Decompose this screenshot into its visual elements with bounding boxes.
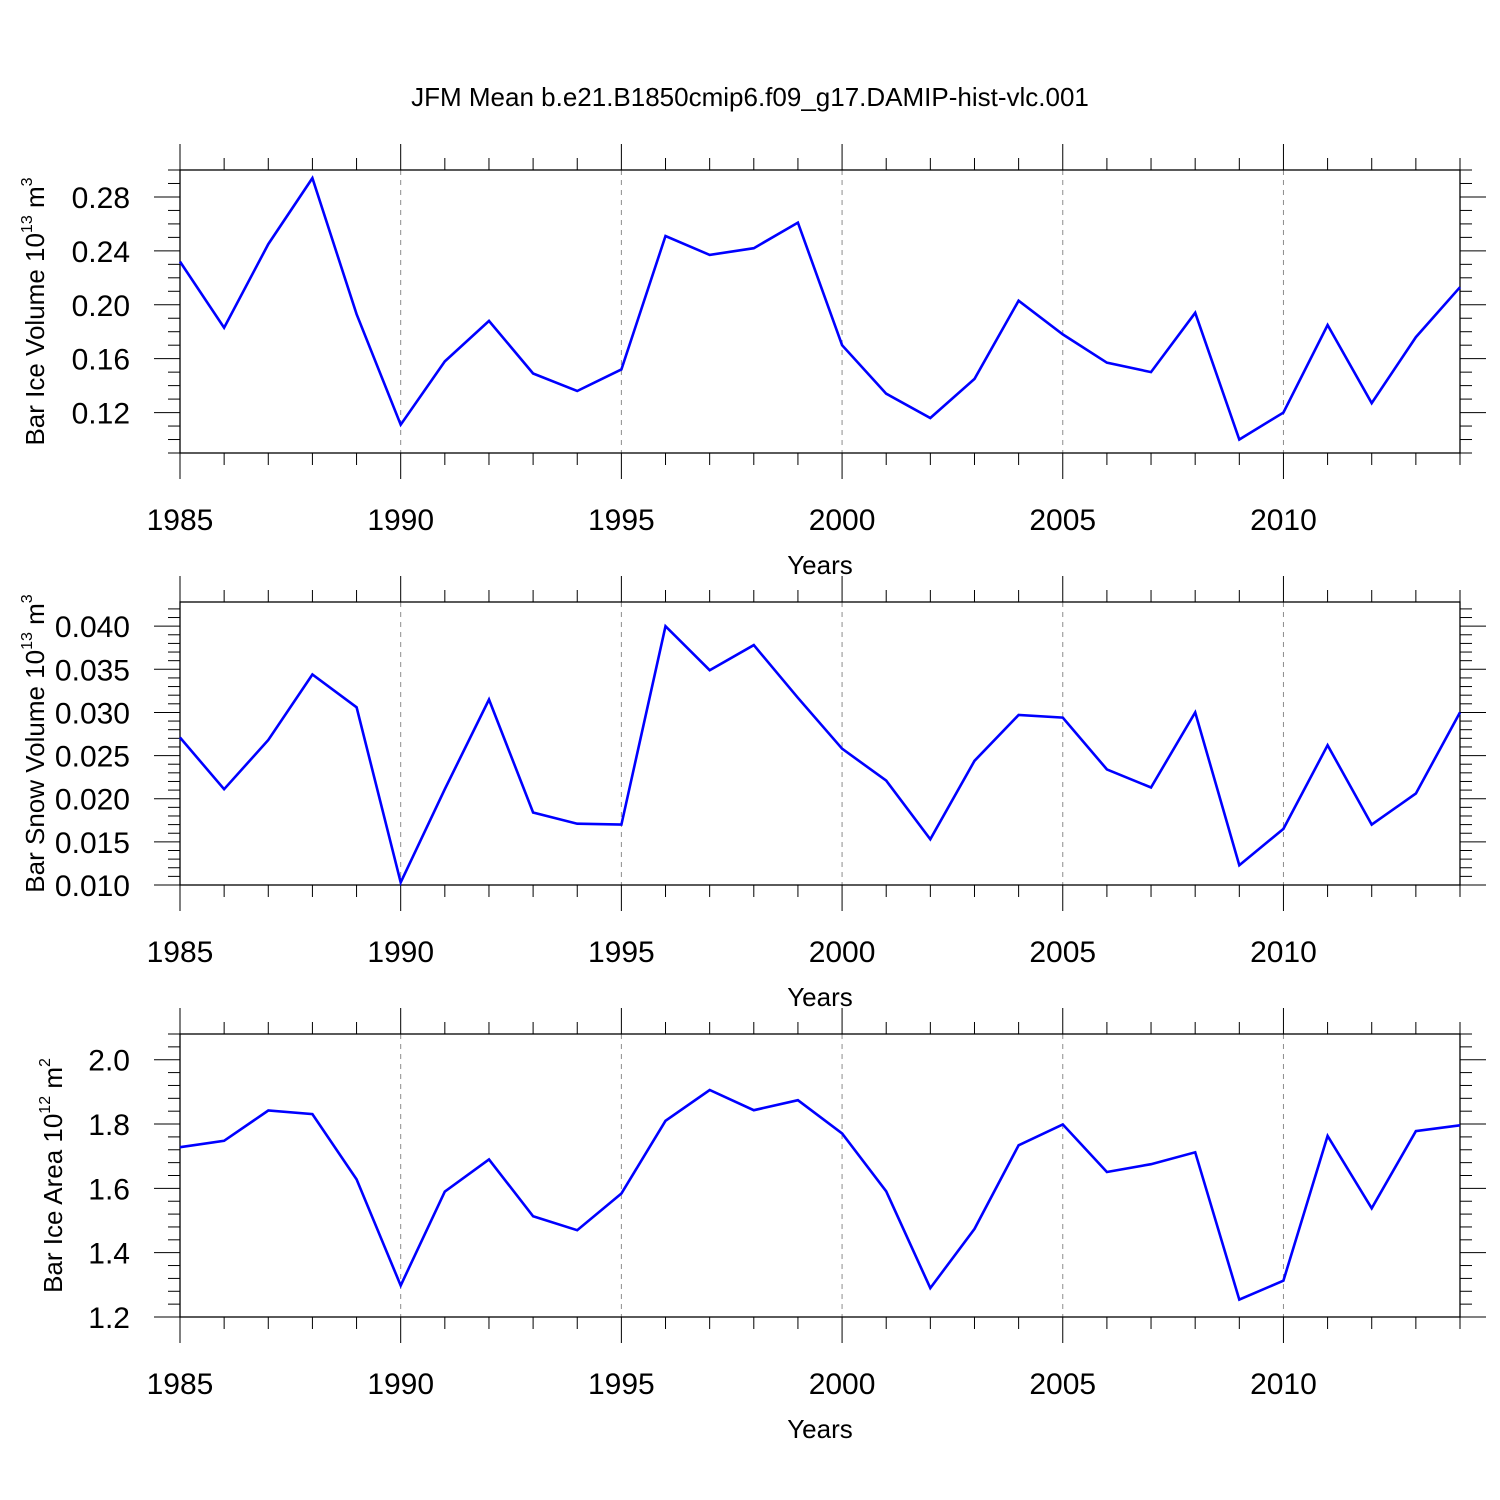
x-tick-label-1995: 1995 <box>588 504 655 537</box>
y-tick-label-1.4: 1.4 <box>88 1238 130 1271</box>
x-axis-title: Years <box>787 550 853 580</box>
x-tick-label-2010: 2010 <box>1250 1368 1317 1401</box>
y-tick-label-0.015: 0.015 <box>55 827 130 860</box>
panel-3: 1985 1990 1995 2000 2005 2010 Years 1.2 1.4 1.6 1.… <box>37 1008 1486 1444</box>
y-axis-title-exponent: 12 <box>37 1096 54 1114</box>
y-tick-label-0.030: 0.030 <box>55 697 130 730</box>
y-tick-label-0.28: 0.28 <box>72 182 130 215</box>
y-tick-label-1.2: 1.2 <box>88 1302 130 1335</box>
y-tick-label-0.020: 0.020 <box>55 784 130 817</box>
y-axis-title: Bar Ice Volume 1013 m3 <box>19 177 50 445</box>
x-tick-label-1995: 1995 <box>588 936 655 969</box>
x-tick-label-1995: 1995 <box>588 1368 655 1401</box>
x-tick-label-2010: 2010 <box>1250 936 1317 969</box>
plot-frame <box>179 1033 1461 1318</box>
y-tick-label-0.040: 0.040 <box>55 611 130 644</box>
y-axis-title-unit-exponent: 2 <box>37 1058 54 1067</box>
y-tick-label-0.025: 0.025 <box>55 741 130 774</box>
y-tick-label-1.6: 1.6 <box>88 1173 130 1206</box>
x-tick-label-2005: 2005 <box>1029 1368 1096 1401</box>
x-tick-label-2000: 2000 <box>809 936 876 969</box>
y-tick-label-0.12: 0.12 <box>72 398 130 431</box>
x-tick-label-1990: 1990 <box>367 504 434 537</box>
y-tick-label-0.010: 0.010 <box>55 870 130 903</box>
x-tick-label-2005: 2005 <box>1029 936 1096 969</box>
y-axis-title-main: Bar Snow Volume 10 <box>20 650 50 893</box>
y-tick-label-0.24: 0.24 <box>72 236 130 269</box>
y-axis-title-main: Bar Ice Volume 10 <box>20 233 50 445</box>
y-axis-title-main: Bar Ice Area 10 <box>38 1114 68 1293</box>
y-axis-title-unit-exponent: 3 <box>19 177 36 186</box>
x-tick-label-1985: 1985 <box>147 936 214 969</box>
x-tick-label-1990: 1990 <box>367 936 434 969</box>
y-axis-title-unit: m <box>20 186 50 215</box>
y-tick-label-0.20: 0.20 <box>72 290 130 323</box>
y-axis-title: Bar Ice Area 1012 m2 <box>37 1058 68 1293</box>
y-axis-title-unit: m <box>38 1067 68 1096</box>
y-axis-title-exponent: 13 <box>19 632 36 650</box>
x-axis-title: Years <box>787 1414 853 1444</box>
series-line <box>178 175 1461 442</box>
x-tick-label-1985: 1985 <box>147 504 214 537</box>
x-tick-label-2010: 2010 <box>1250 504 1317 537</box>
y-axis-title-exponent: 13 <box>19 215 36 233</box>
y-axis-title-unit-exponent: 3 <box>19 594 36 603</box>
plot-frame <box>179 169 1461 454</box>
y-tick-label-1.8: 1.8 <box>88 1109 130 1142</box>
x-axis-title: Years <box>787 982 853 1012</box>
plot-frame <box>179 601 1461 886</box>
y-tick-label-2.0: 2.0 <box>88 1045 130 1078</box>
x-tick-label-2005: 2005 <box>1029 504 1096 537</box>
x-tick-label-1985: 1985 <box>147 1368 214 1401</box>
y-tick-label-0.035: 0.035 <box>55 654 130 687</box>
series-line <box>179 1088 1461 1302</box>
series-line <box>179 623 1462 887</box>
y-axis-title: Bar Snow Volume 1013 m3 <box>19 594 50 893</box>
panel-1: 1985 1990 1995 2000 2005 2010 Years 0.12 0.16 0.2… <box>19 144 1486 580</box>
x-tick-label-1990: 1990 <box>367 1368 434 1401</box>
x-tick-label-2000: 2000 <box>809 1368 876 1401</box>
panel-2: 1985 1990 1995 2000 2005 2010 Years 0.010 0.015 0… <box>19 576 1486 1012</box>
x-tick-label-2000: 2000 <box>809 504 876 537</box>
y-tick-label-0.16: 0.16 <box>72 344 130 377</box>
chart-title: JFM Mean b.e21.B1850cmip6.f09_g17.DAMIP-… <box>411 82 1089 112</box>
y-axis-title-unit: m <box>20 603 50 632</box>
